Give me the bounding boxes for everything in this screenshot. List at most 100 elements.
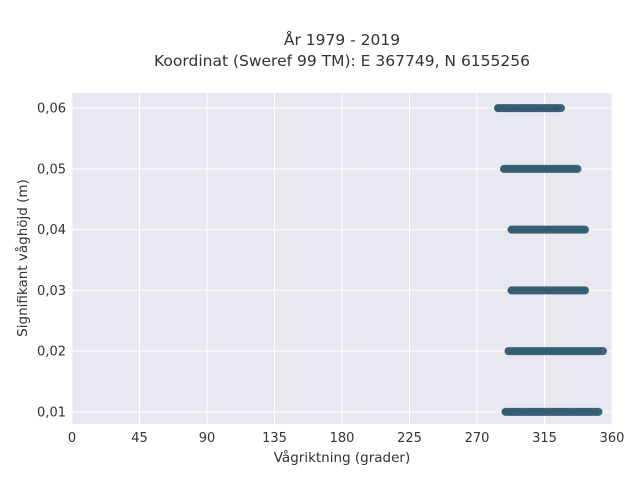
scatter-point — [548, 165, 556, 173]
x-tick-label: 0 — [68, 431, 76, 446]
scatter-point — [552, 104, 561, 112]
scatter-point — [561, 408, 570, 416]
scatter-point — [522, 347, 531, 355]
y-tick-label: 0,04 — [37, 223, 66, 238]
scatter-point — [552, 347, 561, 355]
scatter-point — [542, 165, 550, 173]
scatter-point — [543, 408, 552, 416]
scatter-point — [531, 408, 540, 416]
scatter-point — [500, 104, 508, 112]
scatter-point — [560, 165, 568, 173]
scatter-point — [537, 408, 546, 416]
scatter-point — [513, 286, 522, 294]
scatter-point — [579, 408, 588, 416]
scatter-point — [534, 347, 543, 355]
scatter-point — [536, 165, 544, 173]
scatter-point — [536, 104, 544, 112]
scatter-point — [516, 347, 525, 355]
scatter-point — [525, 408, 534, 416]
scatter-point — [591, 408, 600, 416]
scatter-point — [579, 226, 588, 234]
scatter-point — [585, 408, 594, 416]
x-tick-label: 315 — [532, 431, 557, 446]
x-tick-label: 270 — [465, 431, 490, 446]
y-tick-label: 0,05 — [37, 162, 66, 177]
scatter-point — [564, 347, 573, 355]
scatter-point — [546, 347, 555, 355]
scatter-point — [512, 104, 520, 112]
scatter-point — [543, 226, 552, 234]
scatter-point — [524, 104, 532, 112]
scatter-point — [524, 165, 532, 173]
scatter-point — [531, 226, 540, 234]
scatter-point — [558, 347, 567, 355]
scatter-point — [501, 408, 510, 416]
scatter-point — [494, 104, 502, 112]
x-tick-label: 180 — [330, 431, 355, 446]
y-tick-label: 0,01 — [37, 405, 66, 420]
scatter-point — [531, 286, 540, 294]
scatter-point — [555, 408, 564, 416]
scatter-point — [582, 347, 591, 355]
scatter-point — [555, 286, 564, 294]
scatter-point — [573, 408, 582, 416]
data-points — [494, 104, 607, 416]
y-tick-label: 0,06 — [37, 102, 66, 117]
scatter-point — [594, 347, 603, 355]
scatter-point — [561, 226, 570, 234]
scatter-point — [554, 165, 562, 173]
x-tick-label: 135 — [262, 431, 287, 446]
x-tick-label: 225 — [397, 431, 422, 446]
scatter-point — [507, 226, 516, 234]
scatter-point — [579, 286, 588, 294]
scatter-point — [549, 226, 558, 234]
scatter-point — [573, 286, 582, 294]
scatter-point — [519, 286, 528, 294]
scatter-point — [519, 226, 528, 234]
scatter-point — [567, 286, 576, 294]
scatter-point — [530, 165, 538, 173]
scatter-point — [525, 226, 534, 234]
scatter-point — [567, 408, 576, 416]
scatter-point — [513, 408, 522, 416]
scatter-point — [588, 347, 597, 355]
chart-subtitle: Koordinat (Sweref 99 TM): E 367749, N 61… — [154, 52, 530, 70]
scatter-point — [506, 104, 514, 112]
scatter-point — [518, 104, 526, 112]
scatter-point — [555, 226, 564, 234]
scatter-point — [525, 286, 534, 294]
y-axis-ticks: 0,01 0,02 0,03 0,04 0,05 0,06 — [37, 102, 66, 421]
scatter-point — [576, 347, 585, 355]
scatter-point — [540, 347, 549, 355]
y-tick-label: 0,03 — [37, 284, 66, 299]
scatter-point — [567, 226, 576, 234]
scatter-point — [500, 165, 508, 173]
scatter-point — [570, 347, 579, 355]
scatter-point — [549, 408, 558, 416]
scatter-point — [510, 347, 519, 355]
scatter-point — [513, 226, 522, 234]
x-tick-label: 45 — [131, 431, 148, 446]
scatter-point — [530, 104, 538, 112]
scatter-point — [518, 165, 526, 173]
scatter-point — [543, 286, 552, 294]
scatter-point — [549, 286, 558, 294]
scatter-point — [561, 286, 570, 294]
scatter-point — [506, 165, 514, 173]
x-tick-label: 360 — [600, 431, 625, 446]
y-tick-label: 0,02 — [37, 345, 66, 360]
scatter-point — [573, 226, 582, 234]
scatter-point — [572, 165, 580, 173]
x-axis-ticks: 0 45 90 135 180 225 270 315 360 — [68, 431, 625, 446]
scatter-point — [519, 408, 528, 416]
scatter-point — [507, 286, 516, 294]
scatter-point — [512, 165, 520, 173]
scatter-point — [566, 165, 574, 173]
x-axis-label: Vågriktning (grader) — [274, 449, 411, 466]
chart-title: År 1979 - 2019 — [284, 30, 400, 49]
scatter-point — [542, 104, 550, 112]
scatter-point — [537, 286, 546, 294]
scatter-point — [504, 347, 513, 355]
y-axis-label: Signifikant våghöjd (m) — [14, 179, 31, 337]
